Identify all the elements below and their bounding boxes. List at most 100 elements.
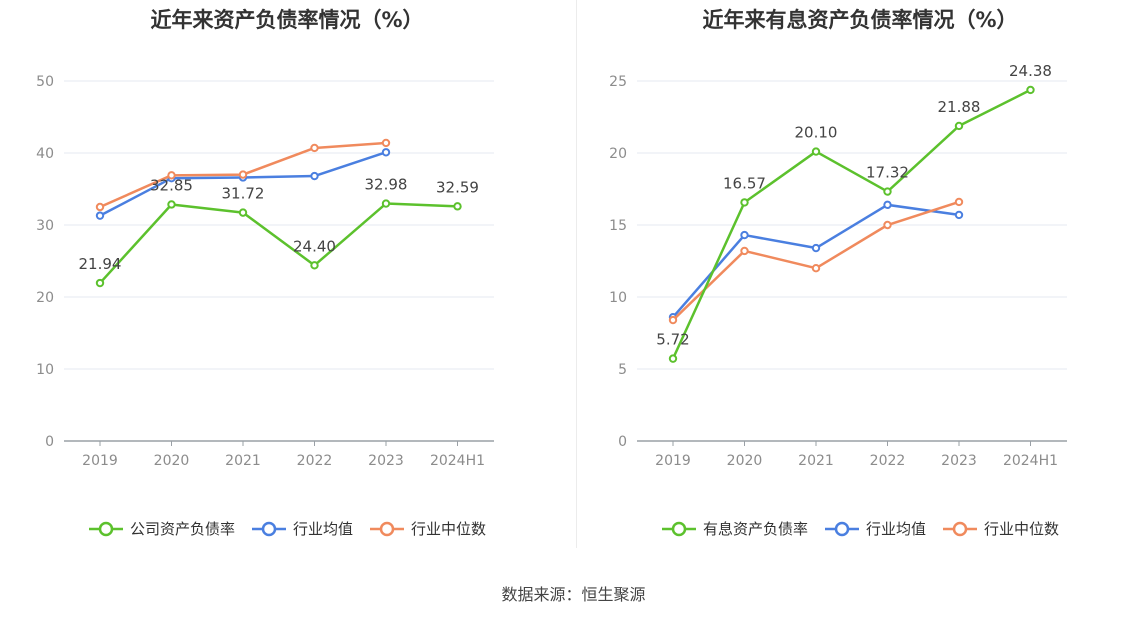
data-point-avg (883, 200, 892, 210)
y-tick-label: 10 (609, 290, 627, 306)
data-point-avg (310, 171, 319, 181)
legend-swatch-marker (671, 521, 687, 536)
data-point-company (453, 202, 462, 211)
data-label: 32.98 (365, 176, 408, 194)
y-tick-label: 30 (36, 218, 54, 234)
series-line-company (671, 88, 1032, 360)
legend-item-avg[interactable]: 行业均值 (824, 518, 926, 539)
line-chart-debt-ratio: 0 10 20 30 40 50 2019 2020 2021 2022 2023 2024H1 21.… (36, 74, 494, 469)
series-line-median (672, 200, 960, 321)
legend-swatch-marker (261, 521, 277, 536)
data-label: 32.59 (436, 178, 479, 196)
y-tick-label: 10 (36, 362, 54, 378)
legend-line-icon (824, 521, 859, 536)
data-label: 5.72 (656, 331, 689, 349)
data-point-avg (95, 211, 105, 220)
data-point-median (740, 246, 749, 256)
legend-swatch-marker (98, 521, 114, 536)
x-tick-label: 2019 (82, 453, 118, 469)
data-point-company (668, 354, 678, 363)
chart-panel-left: 近年来资产负债率情况（%） 0 10 20 30 40 50 2019 2020 2021 202… (0, 0, 574, 560)
data-label: 21.94 (79, 255, 122, 273)
x-tick-label: 2019 (655, 453, 691, 469)
data-point-company (811, 147, 821, 156)
data-label: 31.72 (222, 185, 265, 203)
x-tick-label: 2021 (225, 453, 261, 469)
legend-item-median[interactable]: 行业中位数 (942, 518, 1059, 539)
legend-line-icon (251, 521, 286, 536)
legend-label: 行业中位数 (411, 520, 487, 538)
data-source-note: 数据来源：恒生聚源 (501, 585, 646, 604)
x-tick-label: 2022 (870, 453, 906, 469)
data-point-company (740, 198, 749, 207)
chart-title: 近年来资产负债率情况（%） (150, 8, 424, 32)
y-tick-label: 25 (609, 74, 627, 90)
data-label: 17.32 (866, 164, 909, 182)
y-tick-label: 15 (609, 218, 627, 234)
data-point-median (381, 138, 391, 148)
panel-divider (576, 0, 577, 548)
data-point-median (167, 171, 176, 180)
legend-label: 行业均值 (292, 520, 353, 538)
legend-item-company[interactable]: 有息资产负债率 (661, 518, 808, 539)
x-tick-label: 2024H1 (1003, 453, 1058, 469)
data-point-company (1026, 85, 1035, 95)
legend-swatch-marker (952, 521, 968, 536)
x-tick-label: 2023 (368, 453, 404, 469)
legend-label: 有息资产负债率 (702, 520, 808, 538)
x-tick-label: 2023 (941, 453, 977, 469)
data-point-median (238, 170, 248, 179)
chart-legend: 有息资产负债率 行业均值 行业中位数 (573, 518, 1147, 539)
legend-swatch-marker (379, 521, 395, 536)
legend-item-median[interactable]: 行业中位数 (369, 518, 486, 539)
legend-line-icon (661, 521, 696, 536)
legend-item-avg[interactable]: 行业均值 (251, 518, 353, 539)
line-chart-interest-debt-ratio: 0 5 10 15 20 25 2019 2020 2021 2022 2023 2024H1 5.72… (609, 62, 1067, 469)
legend-swatch-marker (834, 521, 850, 536)
data-label: 24.40 (293, 237, 336, 255)
y-tick-label: 0 (618, 434, 627, 450)
y-tick-label: 40 (36, 146, 54, 162)
data-point-avg (954, 210, 964, 220)
data-point-median (883, 220, 892, 230)
y-tick-label: 20 (609, 146, 627, 162)
legend-label: 公司资产负债率 (129, 520, 235, 538)
data-label: 21.88 (938, 98, 981, 116)
y-tick-label: 5 (618, 362, 627, 378)
data-point-company (310, 261, 319, 270)
data-point-median (954, 197, 964, 207)
legend-line-icon (370, 521, 404, 536)
data-point-avg (811, 243, 821, 253)
data-point-company (883, 187, 892, 196)
data-point-company (238, 208, 248, 217)
data-point-company (381, 199, 391, 208)
data-point-company (95, 278, 105, 288)
series-line-company (99, 202, 458, 284)
data-point-avg (740, 230, 749, 240)
x-tick-label: 2021 (798, 453, 834, 469)
data-point-median (310, 143, 319, 153)
data-point-company (954, 121, 964, 131)
y-tick-label: 20 (36, 290, 54, 306)
legend-line-icon (943, 521, 977, 536)
x-tick-label: 2022 (297, 453, 333, 469)
y-tick-label: 0 (45, 434, 54, 450)
data-point-median (811, 264, 821, 273)
legend-item-company[interactable]: 公司资产负债率 (88, 518, 235, 539)
data-label: 16.57 (723, 174, 766, 192)
series-line-avg (672, 203, 960, 318)
legend-line-icon (88, 521, 123, 536)
chart-panel-right: 近年来有息资产负债率情况（%） 0 5 10 15 20 25 2019 2020 2021 20… (573, 0, 1147, 560)
y-tick-label: 50 (36, 74, 54, 90)
data-label: 24.38 (1009, 62, 1052, 80)
x-tick-label: 2024H1 (430, 453, 485, 469)
data-point-median (95, 202, 105, 212)
data-point-company (167, 200, 176, 209)
legend-label: 行业均值 (865, 520, 926, 538)
x-tick-label: 2020 (154, 453, 190, 469)
data-label: 20.10 (795, 124, 838, 142)
x-tick-label: 2020 (727, 453, 763, 469)
chart-title: 近年来有息资产负债率情况（%） (702, 8, 1018, 32)
data-point-avg (381, 148, 391, 157)
legend-label: 行业中位数 (984, 520, 1060, 538)
